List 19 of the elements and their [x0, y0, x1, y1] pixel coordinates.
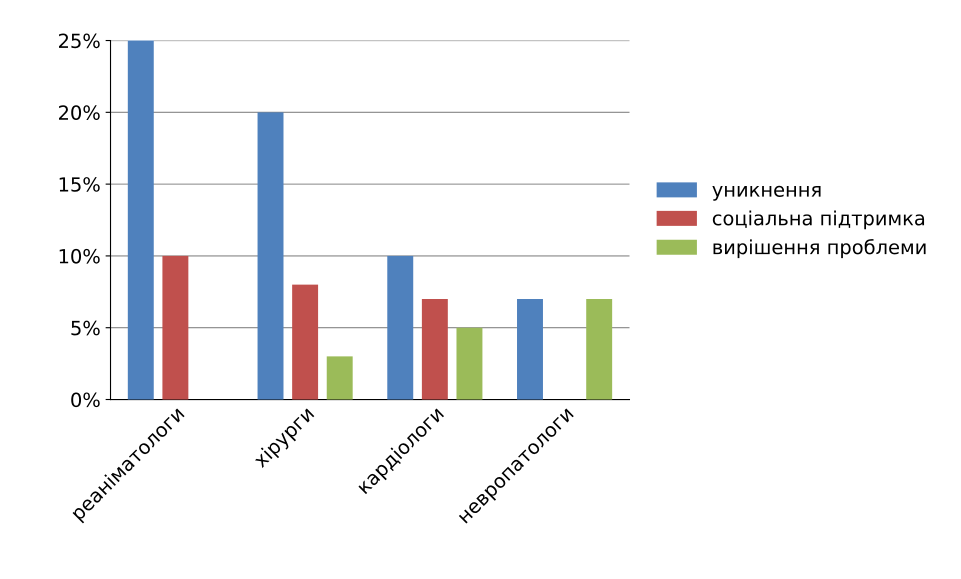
bar	[292, 284, 318, 400]
legend-label: соціальна підтримка	[712, 210, 924, 230]
bar	[258, 112, 284, 400]
y-tick-label: 25%	[59, 33, 100, 48]
bar	[128, 40, 154, 400]
y-tick-label: 0%	[71, 392, 100, 408]
legend-label: уникнення	[712, 186, 821, 201]
bar	[387, 256, 414, 400]
legend-label: вирішення проблеми	[714, 238, 926, 258]
bar	[422, 298, 448, 400]
y-tick-label: 5%	[71, 320, 100, 336]
bar	[586, 298, 612, 400]
bar	[456, 328, 482, 400]
y-tick-label: 10%	[60, 248, 100, 264]
bar	[162, 256, 188, 400]
bar	[517, 298, 543, 400]
y-tick-label: 15%	[60, 177, 100, 192]
y-tick-label: 20%	[59, 105, 100, 120]
bar	[326, 356, 353, 400]
